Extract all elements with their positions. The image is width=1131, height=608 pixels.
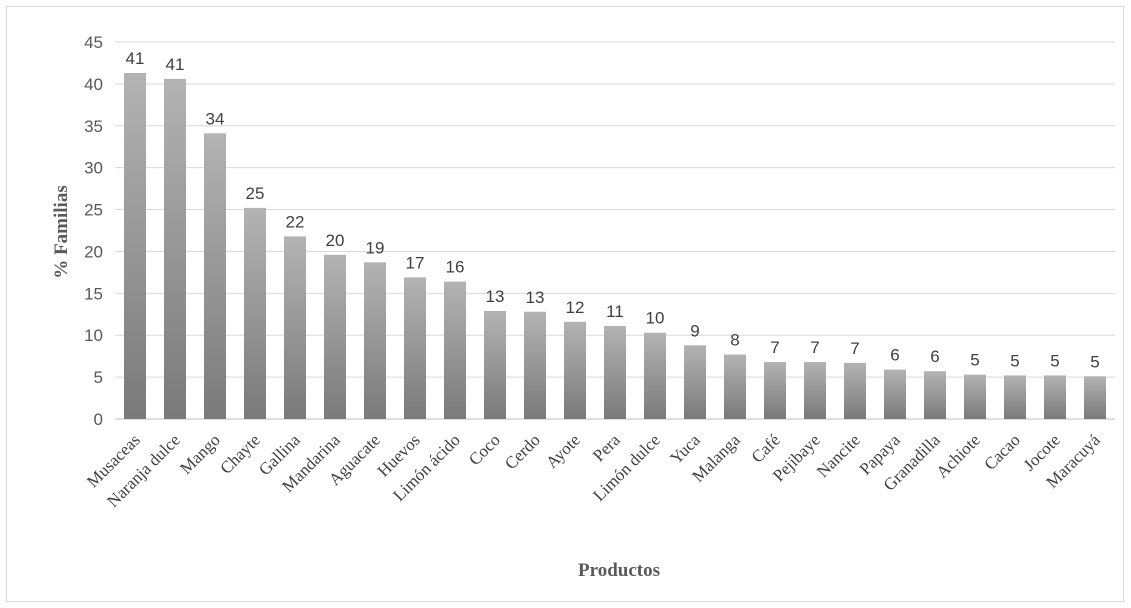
- data-label: 7: [850, 339, 859, 358]
- y-tick-label: 45: [84, 33, 103, 52]
- data-label: 34: [206, 109, 225, 128]
- category-label: Coco: [465, 430, 504, 469]
- data-label: 19: [366, 238, 385, 257]
- data-label: 10: [646, 309, 665, 328]
- data-label: 13: [486, 287, 505, 306]
- y-tick-label: 25: [84, 201, 103, 220]
- bar: [724, 354, 746, 419]
- data-label: 8: [730, 330, 739, 349]
- y-tick-label: 10: [84, 326, 103, 345]
- data-label: 5: [1010, 351, 1019, 370]
- category-label: Achiote: [932, 430, 983, 481]
- data-label: 5: [1090, 352, 1099, 371]
- y-axis-title: % Familias: [51, 185, 72, 278]
- y-tick-label: 40: [84, 75, 103, 94]
- data-label: 5: [1050, 351, 1059, 370]
- y-tick-label: 15: [84, 284, 103, 303]
- category-label: Cacao: [980, 430, 1023, 473]
- data-labels: 41 41 34 25 22 20 19 17 16 13 13 12 11 10 9 8 7 7 7 6 6 5 5 5 5: [126, 49, 1100, 371]
- bar: [564, 321, 586, 419]
- bar: [1044, 375, 1066, 419]
- bar: [1004, 375, 1026, 419]
- data-label: 17: [406, 253, 425, 272]
- data-label: 7: [810, 338, 819, 357]
- bar: [684, 345, 706, 419]
- data-label: 6: [930, 347, 939, 366]
- bar: [644, 332, 666, 419]
- category-label: Cerdo: [501, 430, 544, 473]
- bar: [924, 371, 946, 419]
- data-label: 7: [770, 338, 779, 357]
- bar: [244, 207, 266, 419]
- chart-frame: [6, 6, 1124, 602]
- data-label: 13: [526, 288, 545, 307]
- data-label: 22: [286, 212, 305, 231]
- data-label: 11: [606, 302, 624, 321]
- bars: [124, 72, 1106, 420]
- y-tick-label: 5: [94, 368, 103, 387]
- category-label: Pera: [589, 430, 624, 465]
- bar: [444, 281, 466, 419]
- bar: [764, 362, 786, 419]
- bar: [164, 78, 186, 420]
- bar: [404, 277, 426, 419]
- bar: [484, 310, 506, 419]
- bar: [844, 362, 866, 419]
- category-label: Mango: [176, 430, 223, 477]
- data-label: 12: [566, 298, 585, 317]
- bar: [324, 254, 346, 419]
- bar: [204, 133, 226, 419]
- data-label: 25: [246, 184, 265, 203]
- bar: [1084, 376, 1106, 419]
- data-label: 41: [126, 49, 145, 68]
- y-tick-label: 20: [84, 242, 103, 261]
- data-label: 9: [690, 321, 699, 340]
- data-label: 20: [326, 231, 345, 250]
- bar: [524, 311, 546, 419]
- bar: [884, 369, 906, 419]
- bar: [124, 72, 146, 420]
- x-axis-title: Productos: [578, 560, 660, 581]
- data-label: 41: [166, 55, 185, 74]
- bar: [364, 262, 386, 419]
- data-label: 6: [890, 346, 899, 365]
- bar: [284, 236, 306, 419]
- y-tick-label: 0: [94, 410, 103, 429]
- y-tick-label: 30: [84, 159, 103, 178]
- gridlines: [115, 41, 1115, 420]
- category-label: Nancite: [813, 430, 864, 481]
- category-label: Ayote: [542, 430, 584, 472]
- bar: [964, 374, 986, 419]
- data-label: 5: [970, 351, 979, 370]
- y-tick-labels: 0 5 10 15 20 25 30 35 40 45: [84, 33, 103, 429]
- bar: [804, 362, 826, 419]
- bar: [604, 326, 626, 419]
- data-label: 16: [446, 258, 465, 277]
- category-label: Chayte: [216, 430, 263, 477]
- y-tick-label: 35: [84, 117, 103, 136]
